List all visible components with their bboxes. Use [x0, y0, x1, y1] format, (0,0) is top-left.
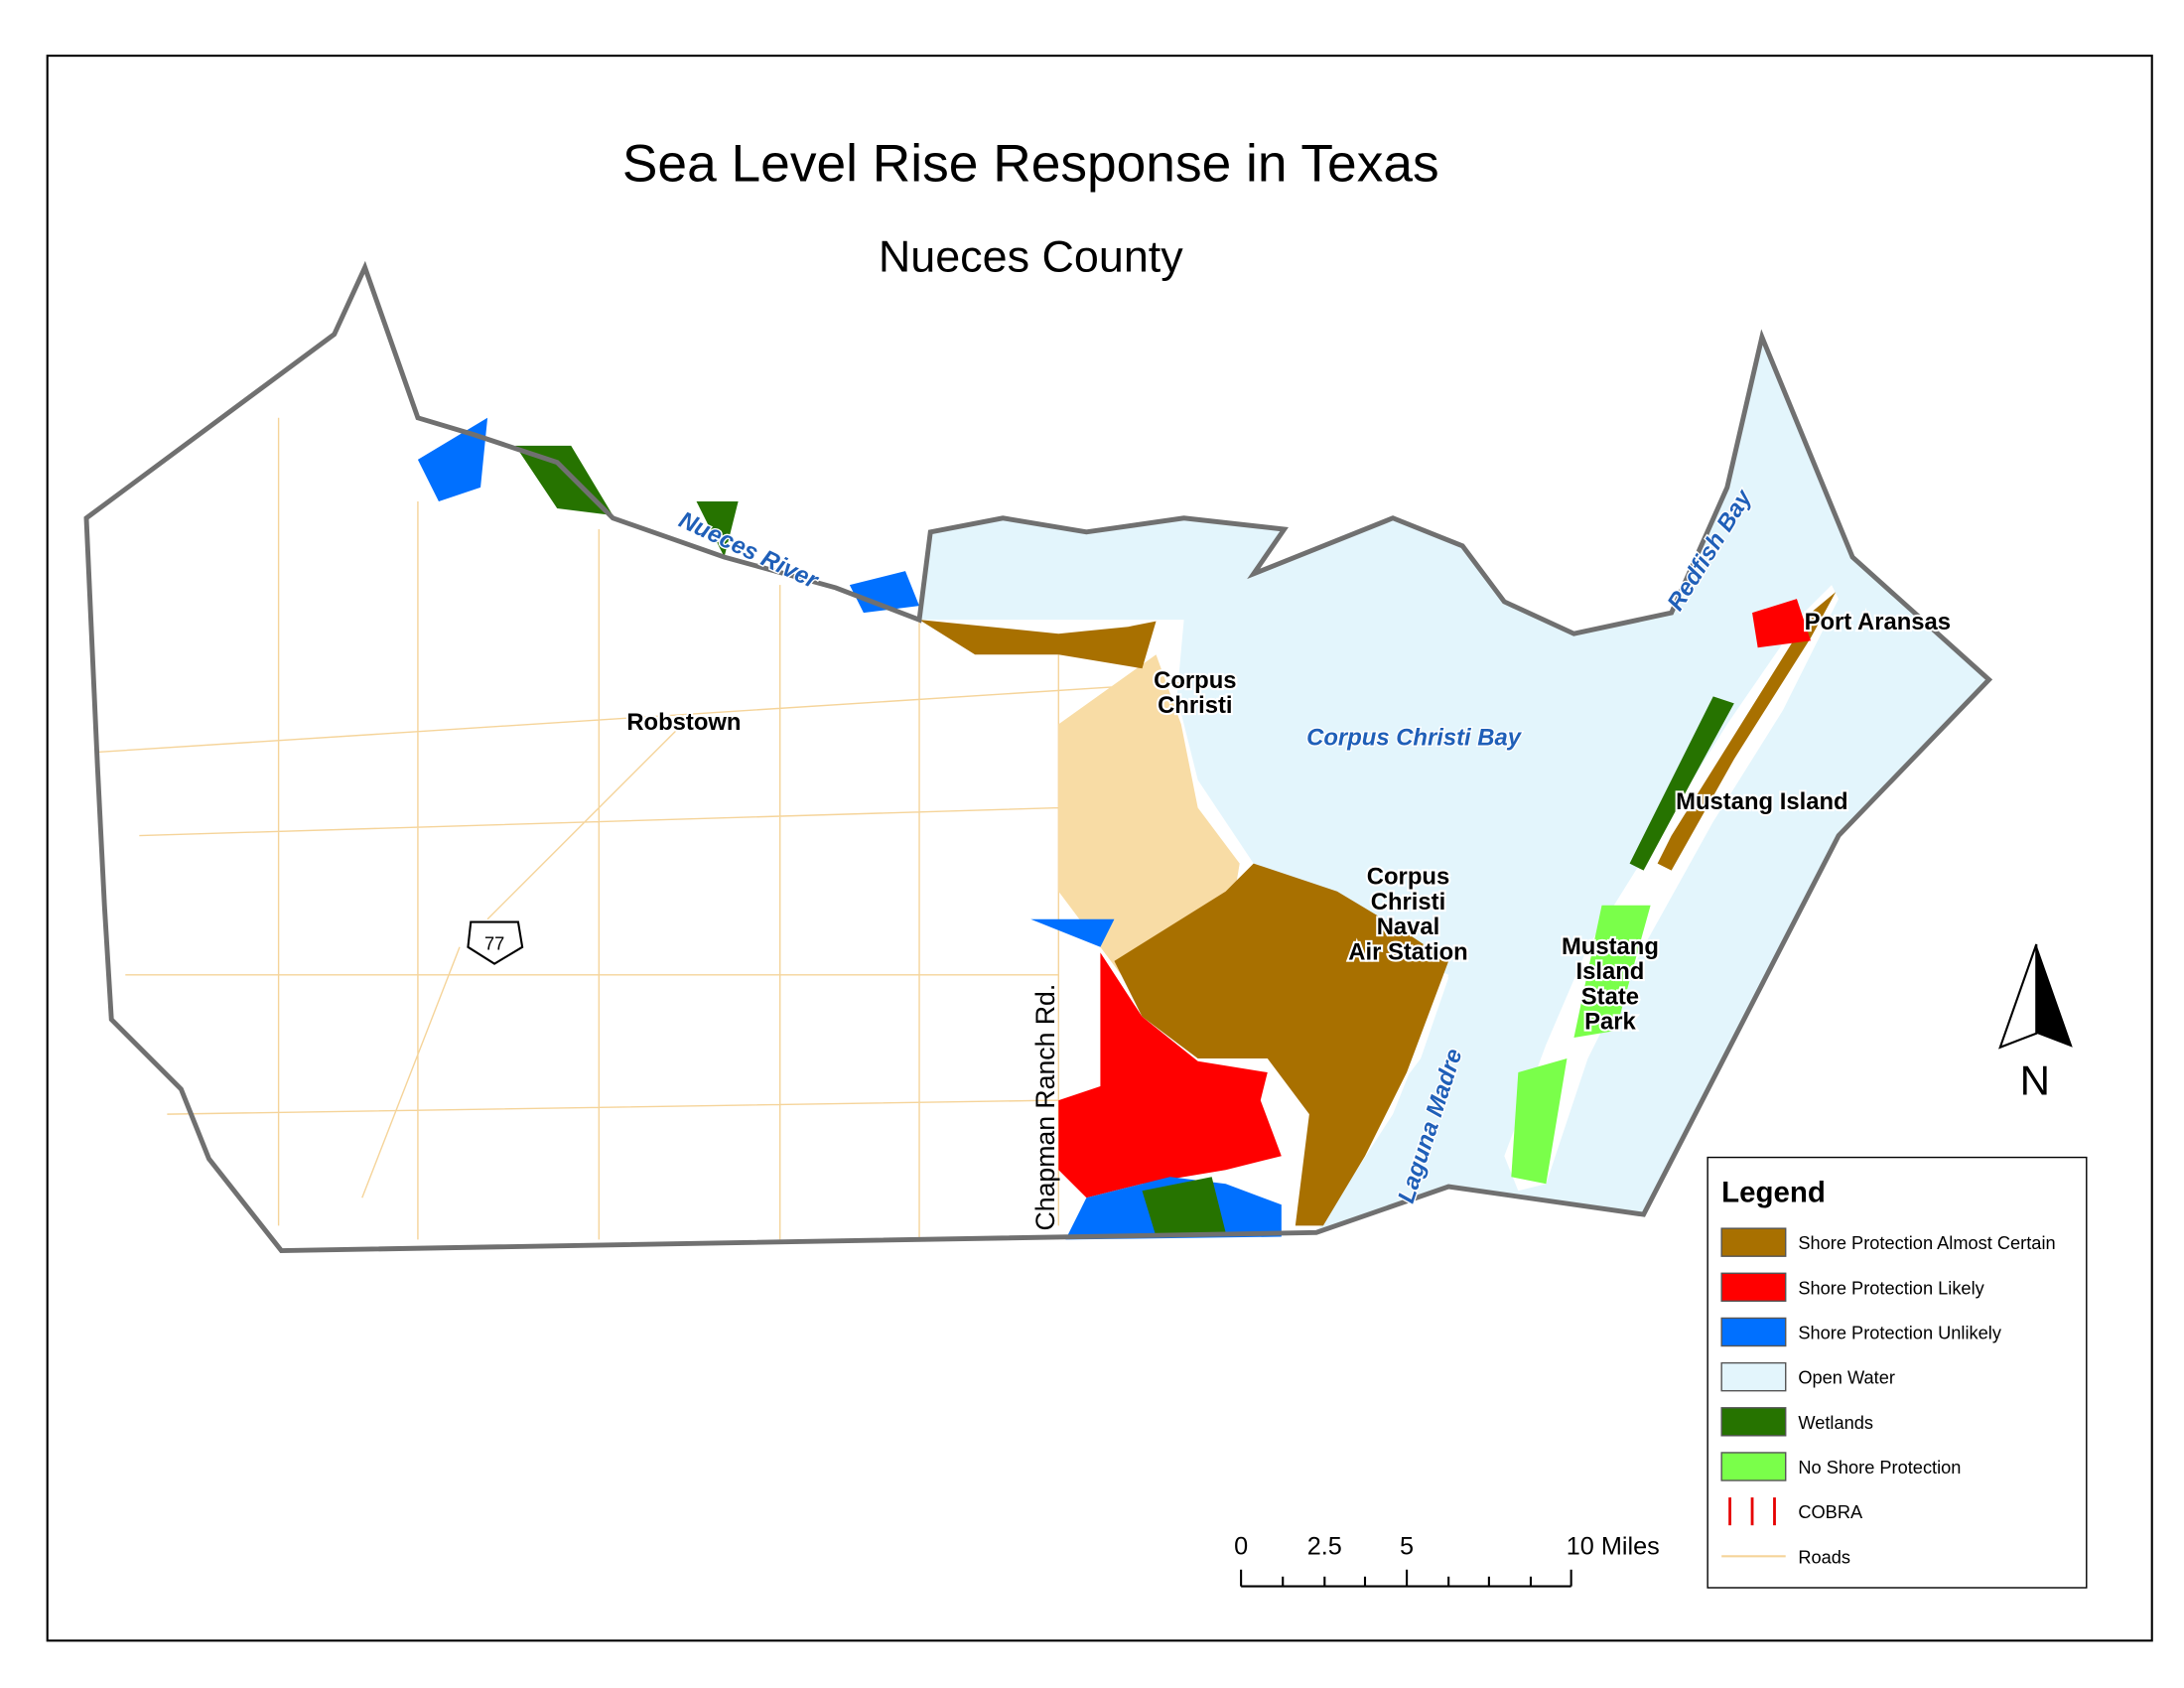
legend-title: Legend	[1721, 1176, 1826, 1208]
legend-label: Wetlands	[1798, 1412, 1873, 1433]
legend-label: Shore Protection Unlikely	[1798, 1323, 2001, 1343]
place-label: Island	[1576, 958, 1645, 985]
shore-protection-likely	[1058, 952, 1282, 1198]
road-label: Chapman Ranch Rd.	[1030, 984, 1060, 1231]
place-label: Park	[1584, 1009, 1636, 1036]
place-label: Air Station	[1348, 938, 1467, 965]
scale-label: 10 Miles	[1567, 1532, 1660, 1560]
legend-swatch	[1720, 1317, 1787, 1347]
legend-swatch	[1720, 1227, 1787, 1257]
no-shore-protection	[1511, 1058, 1568, 1185]
legend-label: Open Water	[1798, 1367, 1895, 1388]
wetlands	[1142, 1177, 1226, 1237]
scale-label: 0	[1234, 1532, 1248, 1560]
legend-swatch	[1720, 1452, 1787, 1481]
legend-label: COBRA	[1798, 1501, 1863, 1522]
scale-label: 2.5	[1307, 1532, 1342, 1560]
map-title: Sea Level Rise Response in Texas	[622, 134, 1439, 193]
shore-protection-almost-certain	[1657, 592, 1837, 871]
north-arrow-label: N	[2020, 1056, 2050, 1103]
map-subtitle: Nueces County	[879, 231, 1183, 282]
shore-protection-almost-certain	[919, 620, 1157, 669]
roads	[97, 417, 1184, 1240]
place-label: Mustang	[1562, 933, 1659, 960]
place-label: Mustang Island	[1676, 788, 1847, 815]
wetlands	[1629, 696, 1734, 871]
legend-swatch	[1720, 1272, 1787, 1303]
scale-label: 5	[1400, 1532, 1414, 1560]
open-water	[919, 337, 1989, 1233]
north-arrow-icon	[2036, 943, 2073, 1048]
highway-shield: 77	[484, 933, 504, 954]
place-label: Port Aransas	[1805, 609, 1951, 635]
legend-label: Roads	[1798, 1546, 1850, 1567]
legend-label: No Shore Protection	[1798, 1457, 1961, 1477]
place-label: Corpus	[1367, 864, 1449, 891]
legend-swatch	[1720, 1407, 1787, 1437]
scale-bar	[1240, 1569, 1572, 1588]
legend-label: Shore Protection Likely	[1798, 1277, 1984, 1298]
highway-shield-icon	[467, 920, 524, 965]
barrier-island	[1504, 585, 1840, 1192]
shore-protection-likely	[1752, 599, 1811, 648]
place-label: State	[1581, 983, 1639, 1010]
no-shore-protection	[1573, 905, 1651, 1038]
place-label: Naval	[1377, 914, 1440, 940]
water-label: Corpus Christi Bay	[1306, 724, 1523, 751]
place-label: Robstown	[626, 709, 741, 736]
place-label: Corpus	[1154, 667, 1236, 694]
county-boundary	[83, 260, 1993, 1254]
north-arrow-icon	[1998, 943, 2038, 1050]
legend-swatch	[1720, 1361, 1787, 1392]
place-label: Christi	[1158, 692, 1232, 719]
place-label: Christi	[1371, 889, 1445, 915]
legend-label: Shore Protection Almost Certain	[1798, 1232, 2055, 1253]
shore-protection-almost-certain	[1114, 863, 1449, 1226]
